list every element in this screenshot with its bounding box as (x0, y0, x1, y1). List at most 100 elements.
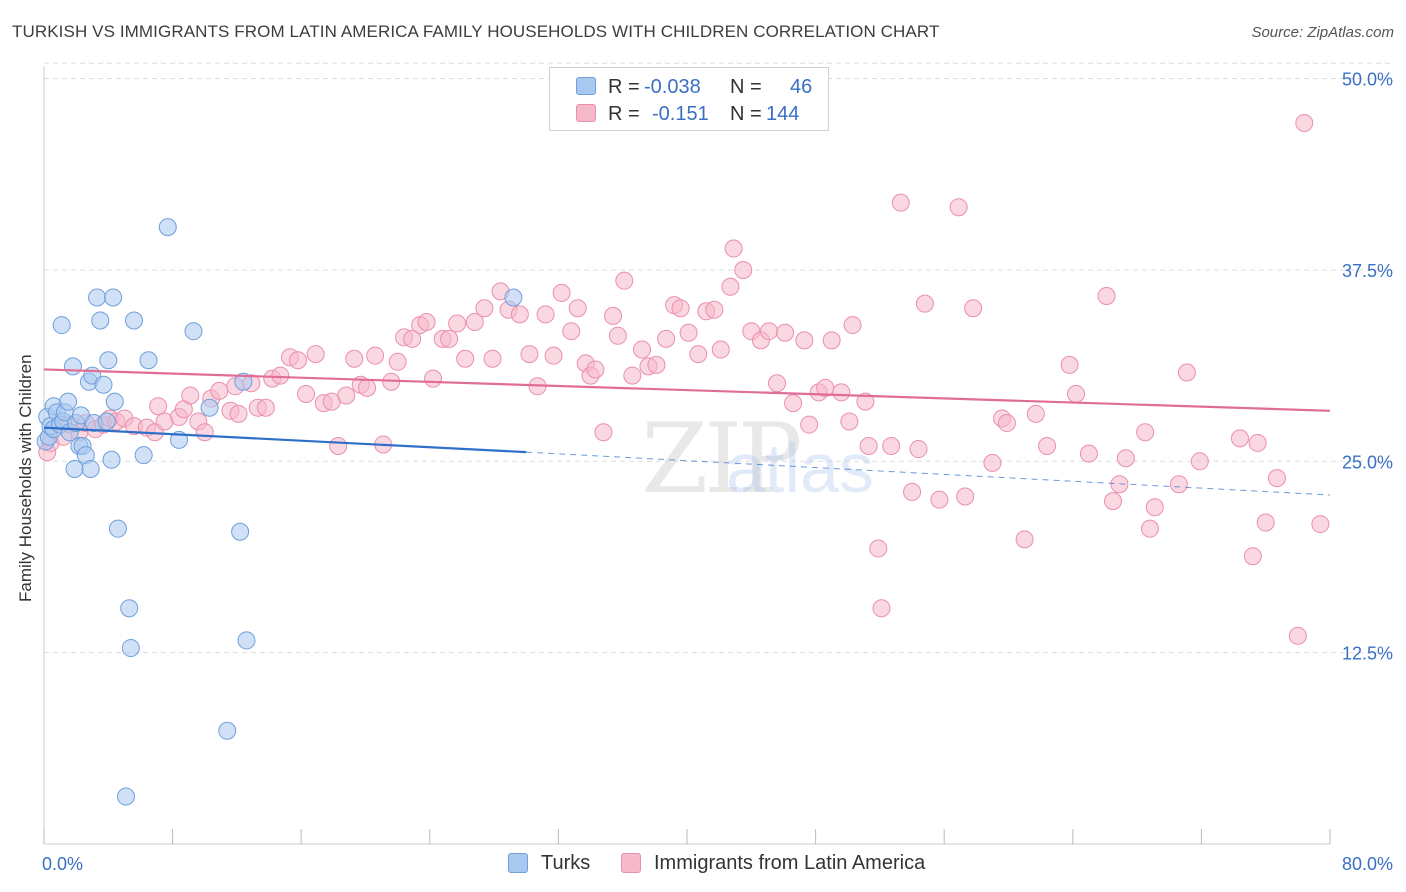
latin-point (689, 345, 708, 364)
latin-point (594, 423, 613, 442)
latin-point (859, 437, 878, 455)
latin-point (358, 378, 377, 397)
latin-point (568, 299, 587, 318)
latin-point (1248, 433, 1267, 452)
legend-row-latin: R = -0.151 N = 144 (550, 101, 828, 127)
latin-point (734, 260, 753, 279)
latin-point (930, 490, 949, 509)
latin-point (586, 360, 605, 379)
bottom-legend-swatch-turks (508, 853, 528, 873)
latin-point (1026, 404, 1045, 423)
turks-point (102, 450, 121, 469)
turks-point (94, 375, 113, 394)
latin-point (456, 349, 475, 368)
turks-point (91, 311, 110, 330)
latin-point (705, 300, 724, 319)
trend-lines (43, 368, 1331, 496)
latin-point (956, 487, 975, 506)
latin-point (448, 314, 467, 333)
legend-r-label: R = (608, 102, 640, 125)
latin-point (840, 412, 859, 431)
latin-point (983, 453, 1002, 472)
latin-point (711, 340, 730, 359)
latin-point (724, 239, 743, 258)
latin-point (615, 271, 634, 290)
turks-point (99, 351, 118, 370)
bottom-legend-label-latin: Immigrants from Latin America (654, 852, 926, 874)
bottom-legend-swatch-latin (621, 853, 641, 873)
legend-r-value: -0.151 (652, 102, 709, 125)
turks-point (105, 392, 124, 411)
turks-point (504, 288, 523, 307)
latin-point (604, 306, 623, 325)
latin-point (1140, 519, 1159, 538)
latin-point (475, 299, 494, 318)
latin-point (271, 366, 290, 385)
latin-point (1177, 363, 1196, 382)
y-tick-label: 50.0% (1342, 70, 1393, 90)
y-tick-labels: 12.5% 25.0% 37.5% 50.0% (1342, 70, 1393, 664)
turks-point (97, 412, 116, 431)
latin-point (657, 329, 676, 348)
latin-point (297, 384, 316, 403)
latin-point (1038, 437, 1057, 455)
turks-point (231, 522, 250, 541)
latin-point (520, 345, 539, 364)
latin-point (1243, 547, 1262, 566)
latin-point (909, 440, 928, 459)
legend-r-label: R = (608, 75, 640, 98)
latin-point (647, 355, 666, 374)
latin-point (510, 305, 529, 324)
latin-point (891, 193, 910, 212)
latin-point (1103, 492, 1122, 511)
latin-point (832, 383, 851, 402)
y-tick-label: 37.5% (1342, 261, 1393, 281)
latin-point (856, 392, 875, 411)
latin-point (768, 374, 787, 393)
latin-point (1169, 475, 1188, 494)
latin-point (1311, 515, 1330, 534)
latin-point (329, 437, 348, 455)
latin-point (181, 386, 200, 405)
latin-point (229, 404, 248, 423)
latin-point (465, 313, 484, 332)
latin-point (195, 423, 214, 442)
x-tick-label: 80.0% (1342, 854, 1393, 874)
latin-point (1190, 452, 1209, 471)
latin-point (544, 346, 563, 365)
legend-n-label: N = (730, 75, 762, 98)
latin-point (1145, 498, 1164, 517)
latin-point (306, 345, 325, 364)
latin-point (1079, 444, 1098, 463)
turks-point (158, 218, 177, 237)
latin-point (552, 283, 571, 302)
latin-point (800, 415, 819, 434)
legend: R = -0.038 N = 46 R = -0.151 N = 144 (549, 67, 829, 131)
latin-point (424, 369, 443, 388)
latin-point (1230, 429, 1249, 448)
turks-point (81, 459, 100, 478)
y-tick-label: 25.0% (1342, 452, 1393, 472)
latin-point (776, 323, 795, 342)
y-tick-label: 12.5% (1342, 644, 1393, 664)
latin-point (1110, 475, 1129, 494)
latin-point (759, 322, 778, 341)
latin-point (1136, 423, 1155, 442)
watermark-atlas: atlas (726, 429, 874, 507)
latin-point (417, 313, 436, 332)
latin-point (964, 299, 983, 318)
latin-point (1256, 513, 1275, 532)
turks-point (237, 631, 256, 650)
latin-point (869, 539, 888, 558)
latin-point (623, 366, 642, 385)
bottom-legend-label-turks: Turks (541, 852, 591, 874)
latin-point (210, 381, 229, 400)
turks-point (63, 357, 82, 376)
latin-point (795, 331, 814, 350)
turks-point (218, 721, 237, 740)
latin-point (1097, 286, 1116, 305)
x-tick-label: 0.0% (42, 854, 83, 874)
chart-title: TURKISH VS IMMIGRANTS FROM LATIN AMERICA… (12, 22, 940, 41)
turks-point (134, 446, 153, 465)
turks-point (121, 639, 140, 658)
